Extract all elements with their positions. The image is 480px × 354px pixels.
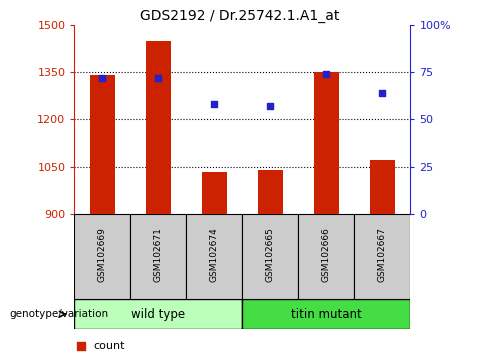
Text: GSM102674: GSM102674	[210, 228, 219, 282]
FancyBboxPatch shape	[186, 214, 242, 299]
Bar	[258, 170, 283, 214]
Text: GSM102665: GSM102665	[266, 228, 275, 282]
Point	[155, 75, 162, 81]
FancyBboxPatch shape	[74, 214, 131, 299]
FancyBboxPatch shape	[354, 214, 410, 299]
FancyBboxPatch shape	[131, 214, 186, 299]
FancyBboxPatch shape	[299, 214, 354, 299]
Bar	[314, 72, 339, 214]
Text: GSM102669: GSM102669	[98, 228, 107, 282]
Text: genotype/variation: genotype/variation	[10, 309, 109, 319]
Point	[211, 102, 218, 107]
Point	[98, 75, 106, 81]
Text: GDS2192 / Dr.25742.1.A1_at: GDS2192 / Dr.25742.1.A1_at	[140, 9, 340, 23]
Text: titin mutant: titin mutant	[291, 308, 362, 321]
Point	[77, 343, 85, 348]
Point	[323, 71, 330, 77]
Text: GSM102671: GSM102671	[154, 228, 163, 282]
Text: count: count	[93, 341, 124, 351]
Text: wild type: wild type	[132, 308, 185, 321]
Bar	[146, 41, 171, 214]
Bar	[370, 160, 395, 214]
Bar	[202, 172, 227, 214]
Text: GSM102666: GSM102666	[322, 228, 331, 282]
FancyBboxPatch shape	[242, 299, 410, 329]
Point	[266, 103, 274, 109]
FancyBboxPatch shape	[242, 214, 299, 299]
FancyBboxPatch shape	[74, 299, 242, 329]
Text: GSM102667: GSM102667	[378, 228, 387, 282]
Bar	[90, 75, 115, 214]
Point	[379, 90, 386, 96]
